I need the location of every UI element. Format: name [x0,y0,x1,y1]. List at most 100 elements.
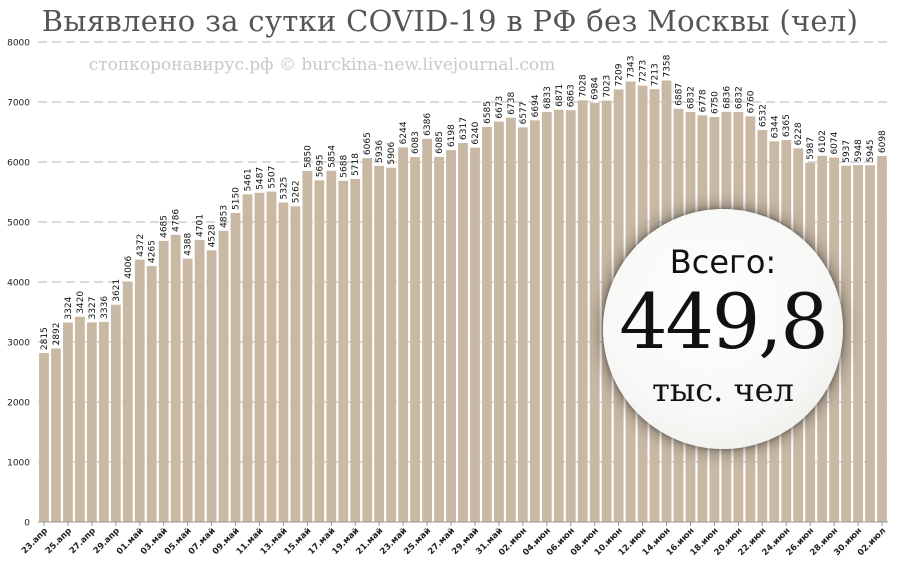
bar [374,165,385,522]
bar-value-label: 6871 [555,84,565,107]
bar [206,250,217,522]
bar-value-label: 6832 [686,86,696,109]
bar [182,258,193,522]
bar-value-label: 6750 [710,91,720,114]
bar-value-label: 6832 [734,86,744,109]
bar-value-label: 6585 [483,101,493,124]
bar-value-label: 3336 [100,296,110,319]
bar [314,180,325,523]
bar-value-label: 2815 [40,327,50,350]
bar [254,192,265,522]
bar-value-label: 3324 [64,296,74,319]
bar-value-label: 7273 [639,60,649,83]
bar-value-label: 6244 [399,121,409,144]
bar-value-label: 5688 [339,155,349,178]
bar-value-label: 4006 [124,255,134,278]
bar [865,165,875,523]
bar [398,147,409,523]
bar-value-label: 7213 [651,63,661,86]
bar-value-label: 6673 [495,96,505,119]
total-label: Всего: [669,243,777,281]
y-tick-label: 2000 [7,399,30,409]
bar [482,126,492,523]
bar [386,167,397,522]
bar [170,234,181,522]
bar-value-label: 6344 [770,115,780,138]
bar [362,158,373,522]
bar [541,112,552,523]
bar [63,322,73,522]
bar-value-label: 4685 [160,215,170,238]
bar-value-label: 4265 [148,240,158,263]
bar-value-label: 4786 [172,209,182,232]
bar [494,121,504,523]
chart-title: Выявлено за сутки COVID-19 в РФ без Моск… [41,4,859,38]
bar-value-label: 6532 [758,104,768,127]
bar-value-label: 5695 [315,154,325,177]
bar [565,110,576,522]
bar-value-label: 5948 [854,139,864,162]
bar-value-label: 6065 [363,132,373,155]
bar-value-label: 5906 [387,141,397,164]
bar [266,191,277,522]
bar-value-label: 5937 [842,140,852,163]
y-tick-label: 7000 [7,99,30,109]
bar [553,109,564,523]
bar-value-label: 7023 [603,75,613,98]
bar-value-label: 6738 [507,92,517,115]
bar [110,304,121,522]
y-tick-label: 3000 [7,339,30,349]
total-unit: тыс. чел [652,371,794,409]
bar-value-label: 6102 [818,130,828,153]
bar-value-label: 7209 [615,63,625,86]
y-tick-label: 4000 [7,279,30,289]
bar-value-label: 6228 [794,122,804,145]
bar-value-label: 7358 [663,54,673,77]
bar [505,117,516,522]
bar-value-label: 3327 [88,296,98,319]
bar [517,127,528,522]
bar-value-label: 4388 [184,233,194,256]
bar-value-label: 6887 [674,83,684,106]
bar-value-label: 4853 [220,205,230,228]
bar-value-label: 5325 [279,177,289,200]
bar-value-label: 5150 [232,187,242,210]
bar [853,165,863,522]
bar [218,230,229,522]
bar [434,156,444,522]
bar [74,316,85,522]
y-axis-ticks: 0 1000 2000 3000 4000 5000 6000 7000 8000 [7,39,30,529]
bar-value-label: 6778 [698,89,708,112]
bar [529,120,540,523]
total-value: 449,8 [619,277,829,366]
bar [446,150,456,522]
bar-value-label: 3420 [76,291,86,314]
bar-value-label: 6836 [722,86,732,109]
bar-value-label: 5850 [303,145,313,168]
bar-value-label: 5987 [806,137,816,160]
bar [122,281,133,522]
bar-value-label: 3621 [112,279,122,302]
bar-value-label: 6098 [878,130,888,153]
bar [302,171,313,522]
bar [338,180,349,522]
bar-value-label: 6694 [531,94,541,117]
bar [410,157,421,522]
bar [158,240,169,522]
bar-value-label: 5718 [351,153,361,176]
bar-value-label: 6984 [591,77,601,100]
bar [326,170,337,522]
bar-value-label: 6240 [471,121,481,144]
y-tick-label: 8000 [7,39,30,49]
bar-value-label: 5461 [244,168,254,191]
y-tick-label: 5000 [7,219,30,229]
bar-value-label: 6085 [435,131,445,154]
bar-value-label: 5854 [327,145,337,168]
bar [51,348,61,522]
bar-value-label: 7343 [627,56,637,79]
bar-value-label: 6760 [746,90,756,113]
watermark-text: стопкоронавирус.рф © burckina-new.livejo… [89,55,556,75]
bar [86,322,97,522]
bar [577,100,588,522]
